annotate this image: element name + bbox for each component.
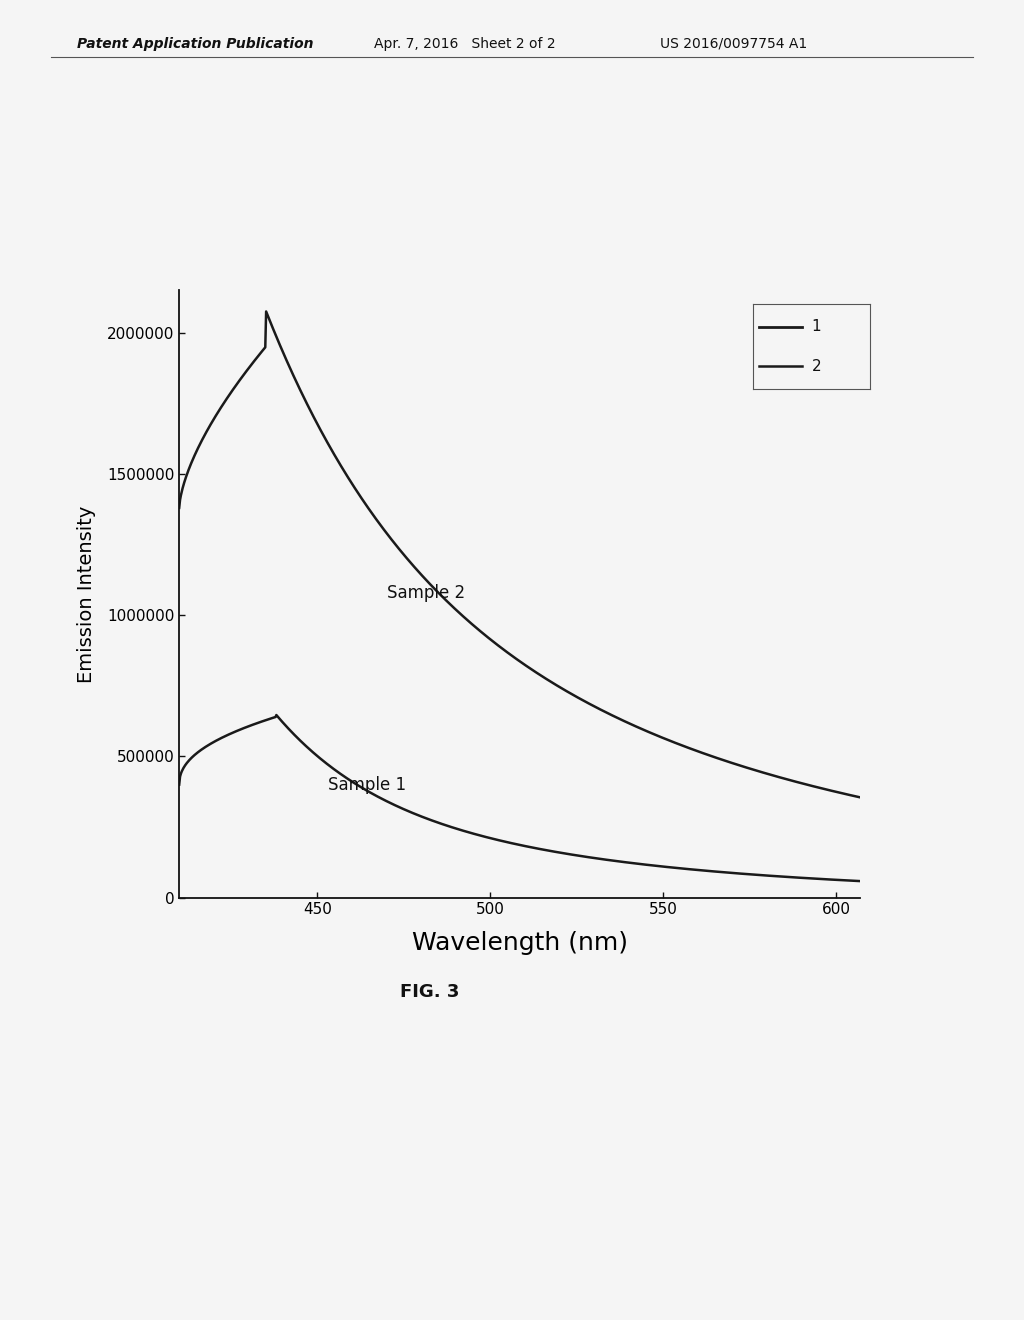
Y-axis label: Emission Intensity: Emission Intensity: [77, 506, 96, 682]
X-axis label: Wavelength (nm): Wavelength (nm): [412, 932, 628, 956]
Text: Sample 2: Sample 2: [387, 583, 465, 602]
Text: Patent Application Publication: Patent Application Publication: [77, 37, 313, 51]
Text: FIG. 3: FIG. 3: [400, 983, 460, 1002]
Text: 1: 1: [811, 319, 821, 334]
Text: Sample 1: Sample 1: [328, 776, 406, 793]
Text: 2: 2: [811, 359, 821, 374]
Text: Apr. 7, 2016   Sheet 2 of 2: Apr. 7, 2016 Sheet 2 of 2: [374, 37, 555, 51]
Text: US 2016/0097754 A1: US 2016/0097754 A1: [660, 37, 808, 51]
